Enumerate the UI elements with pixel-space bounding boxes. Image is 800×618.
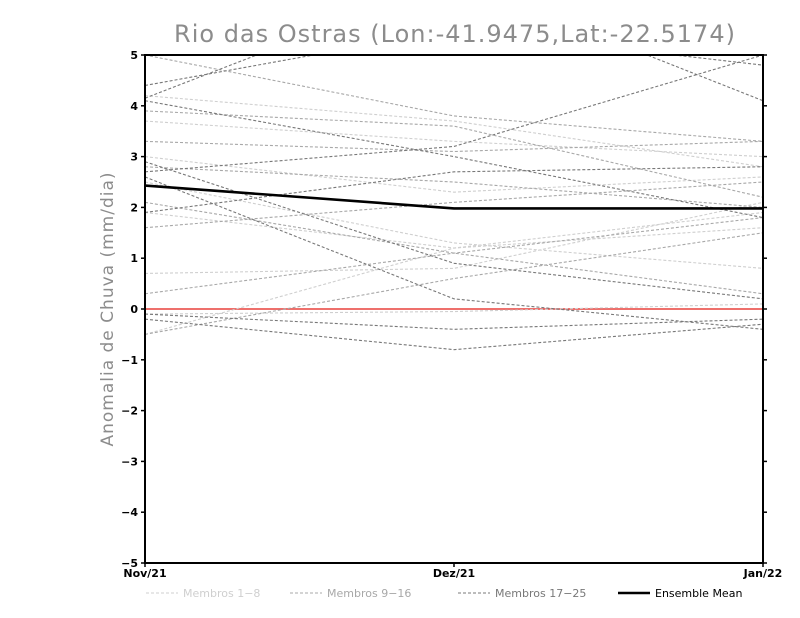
member-line-9 bbox=[145, 55, 763, 142]
y-tick-label: 4 bbox=[130, 100, 138, 113]
y-tick-label: −5 bbox=[121, 557, 138, 570]
member-line-2 bbox=[145, 120, 763, 158]
member-line-24 bbox=[145, 313, 763, 330]
legend-label-2: Membros 9−16 bbox=[327, 587, 411, 600]
legend: Membros 1−8 Membros 9−16 Membros 17−25 Ense… bbox=[146, 587, 742, 600]
member-line-1 bbox=[145, 95, 763, 168]
member-line-18 bbox=[145, 55, 763, 102]
plot-area bbox=[145, 55, 763, 351]
y-tick-label: −4 bbox=[121, 506, 138, 519]
member-line-22 bbox=[145, 161, 763, 300]
y-tick-label: 0 bbox=[130, 303, 138, 316]
y-axis-label: Anomalia de Chuva (mm/dia) bbox=[98, 171, 118, 446]
legend-label-4: Ensemble Mean bbox=[655, 587, 742, 600]
member-line-25 bbox=[145, 318, 763, 351]
member-line-4 bbox=[145, 181, 763, 269]
member-line-15 bbox=[145, 232, 763, 335]
member-line-23 bbox=[145, 166, 763, 214]
member-line-14 bbox=[145, 217, 763, 295]
y-tick-label: 1 bbox=[130, 252, 138, 265]
member-line-7 bbox=[145, 303, 763, 315]
member-line-16 bbox=[145, 201, 763, 295]
member-line-11 bbox=[145, 140, 763, 153]
member-line-12 bbox=[145, 166, 763, 208]
series-layer bbox=[145, 55, 763, 351]
member-line-20 bbox=[145, 55, 763, 173]
y-tick-label: −2 bbox=[121, 405, 138, 418]
legend-label-3: Membros 17−25 bbox=[495, 587, 586, 600]
member-line-8 bbox=[145, 211, 763, 249]
member-line-21 bbox=[145, 176, 763, 330]
member-line-3 bbox=[145, 156, 763, 193]
y-tick-label: 5 bbox=[130, 49, 138, 62]
axis-layer: −5 −4 −3 −2 −1 0 1 2 3 4 5 Nov/21 Dez/21 Jan/22 bbox=[121, 49, 782, 580]
ensemble-mean-line bbox=[145, 184, 763, 210]
x-tick-label: Dez/21 bbox=[433, 567, 475, 580]
y-tick-label: 2 bbox=[130, 201, 138, 214]
y-tick-label: −3 bbox=[121, 455, 138, 468]
member-line-10 bbox=[145, 110, 763, 198]
member-line-13 bbox=[145, 181, 763, 229]
legend-label-1: Membros 1−8 bbox=[183, 587, 260, 600]
y-tick-label: 3 bbox=[130, 151, 138, 164]
y-tick-label: −1 bbox=[121, 354, 138, 367]
x-tick-label: Nov/21 bbox=[123, 567, 166, 580]
member-line-6 bbox=[145, 211, 763, 335]
chart-title: Rio das Ostras (Lon:-41.9475,Lat:-22.517… bbox=[174, 20, 736, 48]
x-tick-label: Jan/22 bbox=[743, 567, 783, 580]
